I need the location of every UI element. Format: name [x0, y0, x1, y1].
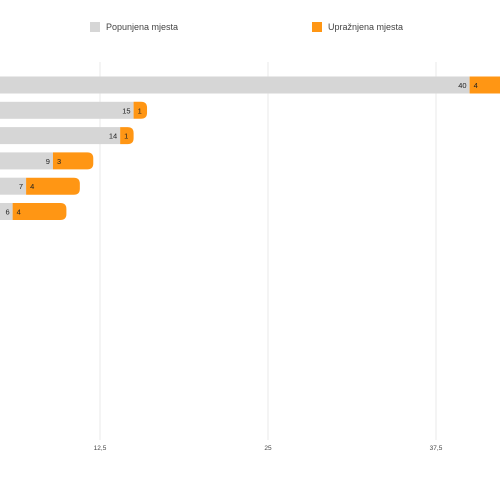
bar-filled — [0, 177, 27, 195]
legend-swatch-filled — [90, 22, 100, 32]
bar-vacant — [12, 203, 67, 220]
bar-filled — [0, 76, 470, 94]
data-label-vacant: 4 — [474, 81, 478, 90]
bar-filled — [0, 203, 13, 220]
data-label-filled: 9 — [46, 157, 50, 166]
bar-vacant — [133, 101, 148, 119]
legend-label-vacant: Upražnjena mjesta — [328, 22, 404, 32]
bar-vacant — [469, 76, 500, 94]
legend-item-vacant[interactable]: Upražnjena mjesta — [312, 22, 403, 32]
legend-label-filled: Popunjena mjesta — [106, 22, 179, 32]
data-label-vacant: 4 — [30, 182, 34, 191]
data-label-filled: 15 — [122, 106, 130, 115]
x-tick-label: 37,5 — [430, 445, 443, 452]
legend-item-filled[interactable]: Popunjena mjesta — [90, 22, 178, 32]
bar-filled — [0, 152, 53, 170]
bar-vacant — [52, 152, 94, 170]
data-label-vacant: 1 — [138, 106, 142, 115]
bar-vacant — [120, 127, 134, 145]
data-label-filled: 7 — [19, 182, 23, 191]
bar-filled — [0, 101, 134, 119]
bar-filled — [0, 127, 121, 145]
x-tick-label: 25 — [264, 445, 272, 452]
bar-vacant — [26, 177, 80, 195]
data-label-filled: 40 — [458, 81, 466, 90]
legend-swatch-vacant — [312, 22, 322, 32]
data-label-filled: 6 — [5, 208, 9, 217]
x-tick-label: 12,5 — [94, 445, 107, 452]
data-label-filled: 14 — [109, 132, 117, 141]
data-label-vacant: 3 — [57, 157, 61, 166]
legend: Popunjena mjesta Upražnjena mjesta — [0, 22, 500, 38]
data-label-vacant: 1 — [124, 132, 128, 141]
data-label-vacant: 4 — [17, 208, 21, 217]
